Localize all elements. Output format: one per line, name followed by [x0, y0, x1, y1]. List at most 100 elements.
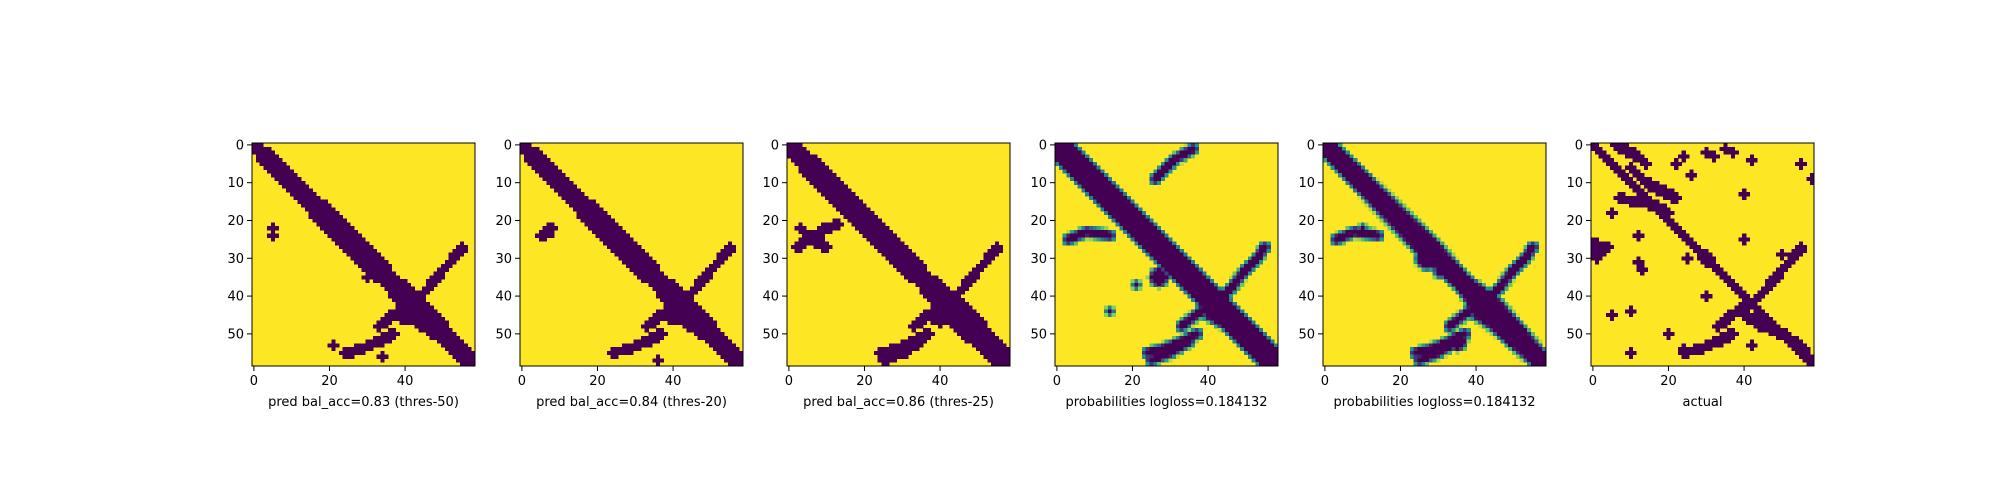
heatmap-cell [1496, 320, 1501, 325]
heatmap-cell [580, 195, 585, 201]
heatmap-cell [1206, 275, 1211, 280]
heatmap-cell [1783, 267, 1788, 272]
heatmap-cell [1157, 180, 1162, 185]
heatmap-cell [1104, 226, 1109, 231]
heatmap-cell [1157, 358, 1162, 363]
heatmap-cell [1334, 146, 1339, 151]
heatmap-cell [889, 241, 894, 246]
heatmap-cell [1761, 309, 1766, 314]
heatmap-cell [286, 180, 291, 185]
heatmap-cell [832, 188, 837, 193]
heatmap-cell [1157, 347, 1162, 352]
heatmap-cell [1153, 358, 1158, 363]
heatmap-cell [1145, 354, 1150, 359]
heatmap-cell [960, 320, 965, 325]
heatmap-cell [1470, 305, 1475, 310]
heatmap-cell [1330, 146, 1335, 151]
heatmap-cell [957, 286, 962, 291]
heatmap-cell [790, 158, 795, 163]
heatmap-cell [941, 305, 947, 310]
heatmap-cell [648, 335, 653, 340]
heatmap-cell [1421, 362, 1426, 367]
heatmap-cell [975, 328, 981, 333]
heatmap-cell [923, 286, 928, 291]
heatmap-cell [1058, 143, 1063, 148]
heatmap-cell [904, 256, 909, 261]
heatmap-cell [1647, 195, 1652, 201]
heatmap-cell [622, 260, 627, 265]
heatmap-cell [1443, 263, 1449, 269]
heatmap-cell [1500, 301, 1505, 306]
heatmap-cell [1153, 180, 1158, 185]
heatmap-cell [690, 305, 695, 310]
heatmap-cell [418, 297, 423, 303]
heatmap-cell [1062, 150, 1067, 155]
heatmap-cell [892, 248, 897, 253]
heatmap-cell [671, 313, 676, 318]
heatmap-cell [1493, 320, 1498, 325]
heatmap-cell [1062, 165, 1067, 170]
heatmap-cell [289, 188, 294, 193]
heatmap-cell [527, 143, 532, 148]
heatmap-cell [1126, 211, 1131, 216]
heatmap-cell [1149, 229, 1154, 235]
heatmap-cell [712, 339, 717, 344]
heatmap-cell [380, 263, 385, 269]
heatmap-cell [1081, 158, 1086, 163]
heatmap-cell [444, 347, 449, 352]
heatmap-cell [471, 350, 476, 356]
heatmap-cell [1606, 241, 1611, 246]
heatmap-cell [1500, 279, 1505, 284]
heatmap-cell [312, 192, 317, 197]
heatmap-cell [1462, 335, 1467, 340]
heatmap-cell [1262, 335, 1268, 340]
heatmap-cell [1609, 158, 1615, 163]
heatmap-cell [1141, 245, 1147, 250]
heatmap-cell [1213, 324, 1218, 329]
heatmap-cell [817, 188, 822, 193]
heatmap-cell [991, 339, 996, 344]
heatmap-cell [444, 331, 449, 337]
heatmap-cell [622, 347, 627, 352]
heatmap-cell [1428, 339, 1433, 344]
heatmap-cell [342, 354, 347, 359]
heatmap-cell [1394, 199, 1399, 204]
heatmap-cell [720, 248, 725, 253]
heatmap-cell [376, 328, 381, 333]
heatmap-cell [1409, 229, 1415, 235]
heatmap-cell [1055, 154, 1060, 159]
heatmap-cell [945, 316, 950, 321]
heatmap-cell [787, 143, 792, 148]
heatmap-cell [1689, 245, 1694, 250]
heatmap-cell [304, 203, 310, 208]
heatmap-cell [1130, 237, 1135, 242]
heatmap-cell [1609, 143, 1615, 148]
heatmap-cell [1145, 229, 1150, 235]
heatmap-cell [1447, 320, 1452, 325]
heatmap-cell [1107, 233, 1113, 238]
heatmap-cell [701, 313, 706, 318]
heatmap-cell [1719, 320, 1724, 325]
heatmap-cell [569, 195, 574, 201]
heatmap-cell [1432, 343, 1437, 348]
heatmap-cell [1534, 362, 1539, 367]
heatmap-cell [1723, 316, 1728, 321]
heatmap-cell [595, 207, 600, 212]
heatmap-cell [1085, 173, 1090, 178]
axes-frame [786, 142, 1011, 367]
heatmap-cell [1655, 199, 1660, 204]
heatmap-cell [327, 203, 332, 208]
heatmap-cell [1425, 343, 1430, 348]
heatmap-cell [1191, 290, 1196, 295]
heatmap-cell [282, 184, 287, 189]
heatmap-cell [622, 256, 627, 261]
heatmap-cell [813, 158, 818, 163]
heatmap-cell [1802, 347, 1807, 352]
heatmap-cell [1647, 203, 1652, 208]
heatmap-cell [712, 324, 717, 329]
heatmap-cell [1270, 350, 1275, 356]
heatmap-cell [866, 218, 871, 223]
heatmap-cell [1466, 305, 1471, 310]
heatmap-cell [444, 328, 449, 333]
heatmap-cell [1168, 154, 1173, 159]
